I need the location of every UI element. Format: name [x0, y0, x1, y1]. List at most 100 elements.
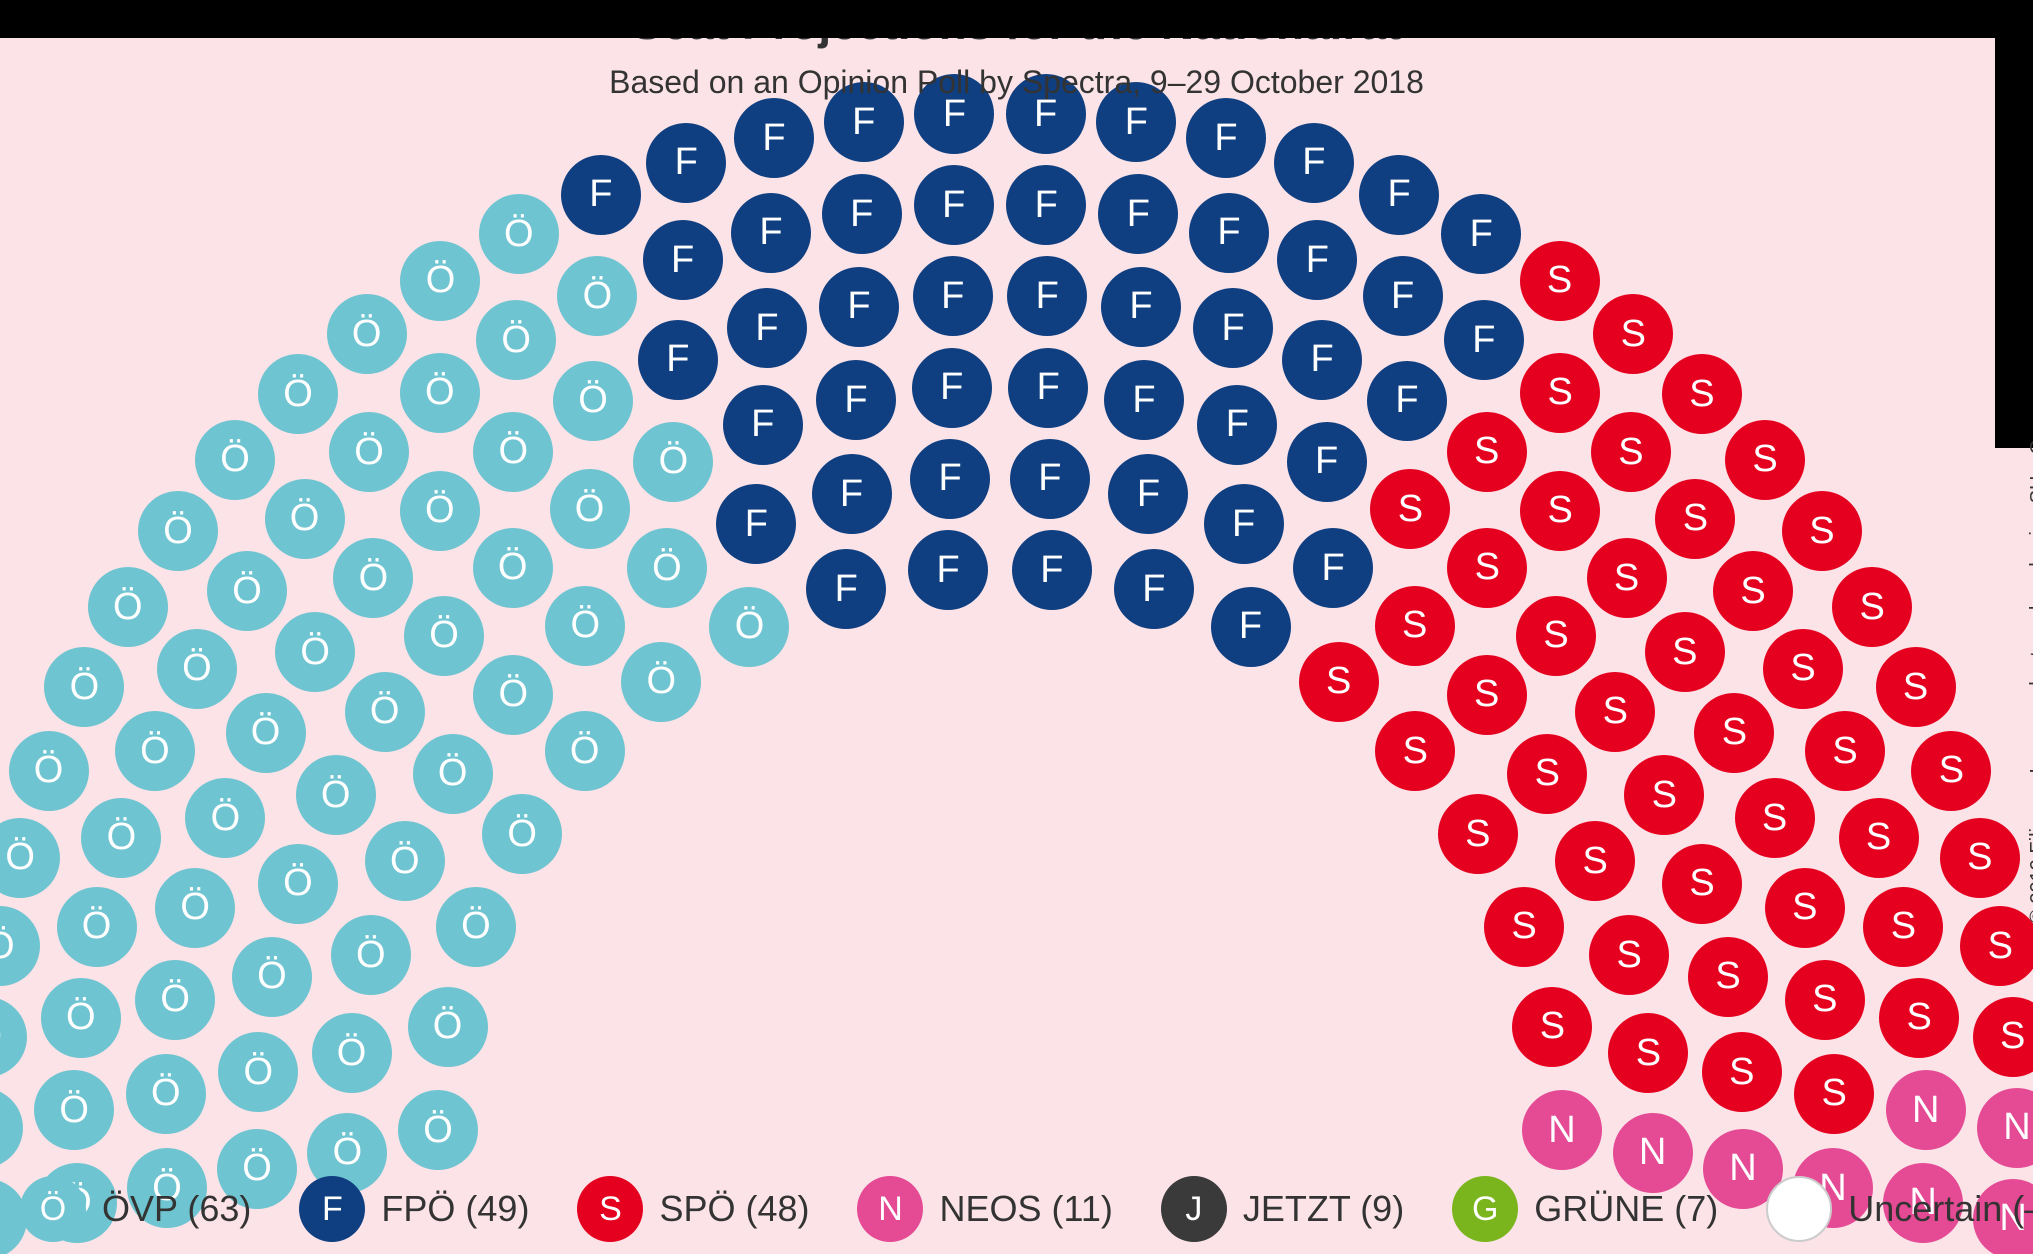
- seat-fpo: F: [1282, 320, 1362, 400]
- seat-fpo: F: [1367, 361, 1447, 441]
- seat-ovp: Ö: [545, 711, 625, 791]
- seat-fpo: F: [734, 98, 814, 178]
- seat-spo: S: [1782, 491, 1862, 571]
- seat-spo: S: [1370, 469, 1450, 549]
- seat-fpo: F: [646, 123, 726, 203]
- seat-spo: S: [1507, 734, 1587, 814]
- seat-spo: S: [1438, 794, 1518, 874]
- seat-spo: S: [1624, 755, 1704, 835]
- seat-fpo: F: [816, 360, 896, 440]
- seat-fpo: F: [1441, 194, 1521, 274]
- seat-ovp: Ö: [155, 868, 235, 948]
- seat-spo: S: [1662, 354, 1742, 434]
- seat-ovp: Ö: [0, 818, 60, 898]
- seat-spo: S: [1447, 655, 1527, 735]
- seat-ovp: Ö: [44, 647, 124, 727]
- seat-ovp: Ö: [553, 361, 633, 441]
- seat-ovp: Ö: [232, 937, 312, 1017]
- seat-spo: S: [1447, 528, 1527, 608]
- seat-ovp: Ö: [0, 997, 27, 1077]
- seat-ovp: Ö: [557, 256, 637, 336]
- seat-ovp: Ö: [195, 420, 275, 500]
- seat-fpo: F: [1101, 267, 1181, 347]
- seat-ovp: Ö: [329, 412, 409, 492]
- seat-ovp: Ö: [0, 906, 40, 986]
- seat-ovp: Ö: [633, 422, 713, 502]
- seat-spo: S: [1805, 711, 1885, 791]
- seat-fpo: F: [1108, 454, 1188, 534]
- seat-fpo: F: [1008, 348, 1088, 428]
- seat-spo: S: [1713, 551, 1793, 631]
- seat-spo: S: [1694, 693, 1774, 773]
- seat-fpo: F: [1274, 123, 1354, 203]
- legend: ÖÖVP (63)FFPÖ (49)SSPÖ (48)NNEOS (11)JJE…: [0, 1164, 2033, 1254]
- seat-fpo: F: [812, 454, 892, 534]
- seat-ovp: Ö: [550, 469, 630, 549]
- seat-spo: S: [1911, 731, 1991, 811]
- seat-ovp: Ö: [34, 1070, 114, 1150]
- seat-fpo: F: [723, 385, 803, 465]
- chart-stage: Seat Projections for the Nationalrat Bas…: [0, 0, 2033, 1254]
- seat-ovp: Ö: [218, 1032, 298, 1112]
- seat-ovp: Ö: [400, 353, 480, 433]
- seat-ovp: Ö: [331, 915, 411, 995]
- seat-ovp: Ö: [207, 551, 287, 631]
- seat-ovp: Ö: [258, 844, 338, 924]
- seat-fpo: F: [912, 348, 992, 428]
- legend-label-fpo: FPÖ (49): [381, 1188, 529, 1230]
- seat-ovp: Ö: [627, 528, 707, 608]
- seat-ovp: Ö: [621, 642, 701, 722]
- seat-ovp: Ö: [436, 887, 516, 967]
- seat-fpo: F: [1189, 193, 1269, 273]
- seat-ovp: Ö: [126, 1054, 206, 1134]
- seat-spo: S: [1512, 987, 1592, 1067]
- seat-fpo: F: [1363, 256, 1443, 336]
- legend-label-ovp: ÖVP (63): [102, 1188, 251, 1230]
- seat-ovp: Ö: [473, 655, 553, 735]
- legend-swatch-neos: N: [857, 1176, 923, 1242]
- seat-fpo: F: [1007, 256, 1087, 336]
- seat-ovp: Ö: [81, 798, 161, 878]
- seat-neos: N: [1977, 1088, 2033, 1168]
- seat-ovp: Ö: [408, 987, 488, 1067]
- seat-fpo: F: [731, 193, 811, 273]
- seat-spo: S: [1299, 642, 1379, 722]
- seat-ovp: Ö: [138, 491, 218, 571]
- legend-swatch-grune: G: [1452, 1176, 1518, 1242]
- seat-fpo: F: [822, 174, 902, 254]
- seat-ovp: Ö: [296, 755, 376, 835]
- seat-spo: S: [1555, 821, 1635, 901]
- seat-spo: S: [1832, 567, 1912, 647]
- legend-label-spo: SPÖ (48): [659, 1188, 809, 1230]
- legend-label-unc: Uncertain (–: [1848, 1188, 2033, 1230]
- legend-label-neos: NEOS (11): [939, 1188, 1112, 1230]
- seat-spo: S: [1655, 479, 1735, 559]
- legend-item-fpo: FFPÖ (49): [299, 1176, 529, 1242]
- seat-ovp: Ö: [312, 1013, 392, 1093]
- seat-fpo: F: [1444, 300, 1524, 380]
- seat-ovp: Ö: [265, 479, 345, 559]
- seat-spo: S: [1973, 997, 2033, 1077]
- seat-ovp: Ö: [226, 693, 306, 773]
- seat-spo: S: [1520, 241, 1600, 321]
- seat-fpo: F: [1211, 587, 1291, 667]
- seat-fpo: F: [561, 155, 641, 235]
- seat-spo: S: [1447, 412, 1527, 492]
- chart-subtitle: Based on an Opinion Poll by Spectra, 9–2…: [0, 64, 2033, 101]
- seat-fpo: F: [1104, 360, 1184, 440]
- legend-item-grune: GGRÜNE (7): [1452, 1176, 1718, 1242]
- seat-neos: N: [1886, 1070, 1966, 1150]
- legend-swatch-ovp: Ö: [20, 1176, 86, 1242]
- seat-ovp: Ö: [185, 778, 265, 858]
- legend-swatch-unc: [1766, 1176, 1832, 1242]
- seat-spo: S: [1688, 937, 1768, 1017]
- seat-spo: S: [1375, 711, 1455, 791]
- seat-ovp: Ö: [9, 731, 89, 811]
- right-black-bar: [1995, 38, 2033, 448]
- seat-ovp: Ö: [400, 241, 480, 321]
- seat-spo: S: [1593, 294, 1673, 374]
- seat-fpo: F: [1006, 165, 1086, 245]
- seat-fpo: F: [643, 220, 723, 300]
- seat-fpo: F: [1098, 174, 1178, 254]
- credit-text: © 2019 Filip van Laenen, chart produced …: [2027, 440, 2033, 924]
